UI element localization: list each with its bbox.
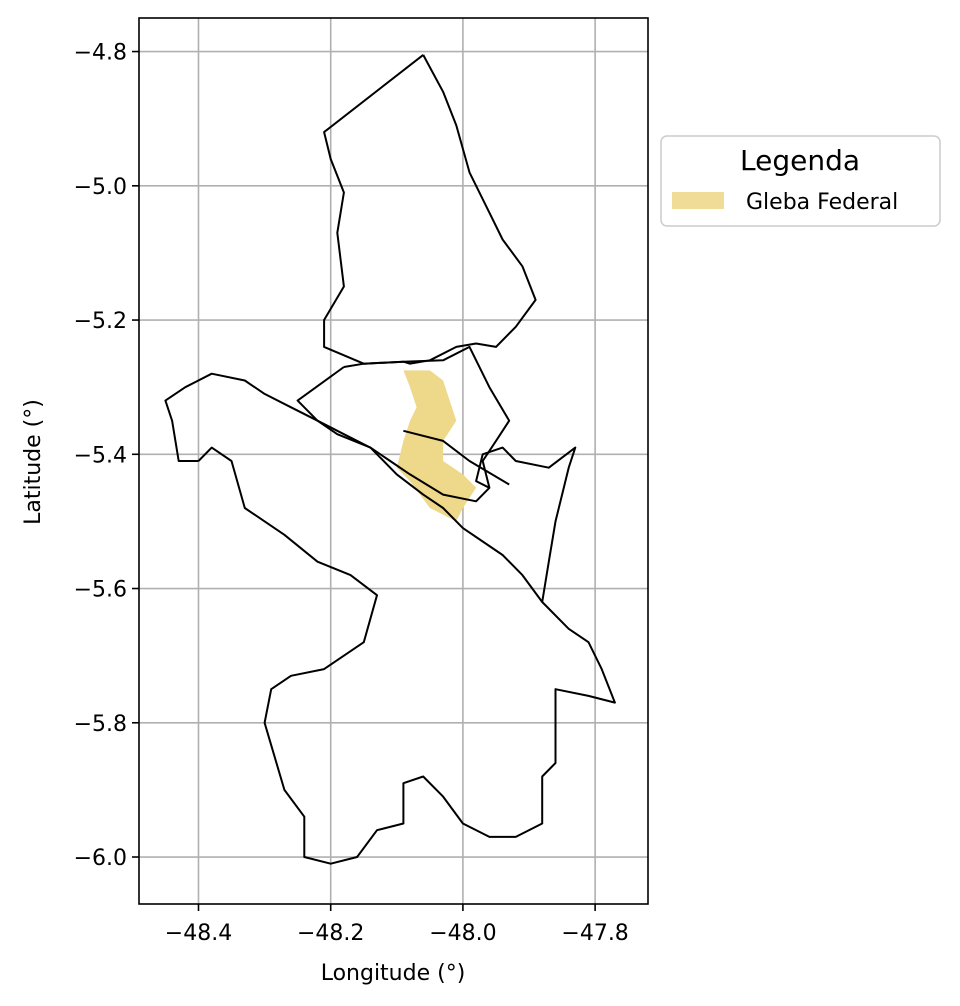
grid-lines [139, 18, 648, 904]
x-tick-label-0: −48.4 [165, 921, 232, 946]
gleba-federal-area [396, 370, 477, 522]
legend: Legenda Gleba Federal [660, 135, 941, 227]
municipality-boundaries [164, 54, 616, 865]
boundary-north [323, 54, 537, 365]
x-tick-label-2: −48.0 [429, 921, 496, 946]
y-tick-label-3: −5.4 [74, 443, 127, 468]
legend-label-gleba-federal: Gleba Federal [746, 190, 898, 215]
y-tick-label-2: −5.2 [74, 309, 127, 334]
legend-box [660, 135, 941, 227]
boundary-divider [403, 429, 510, 486]
boundary-west [164, 372, 616, 865]
boundary-east-lobe [475, 446, 577, 603]
axis-ticks: −48.4 −48.2 −48.0 −47.8 −4.8 −5.0 −5.2 −5.4 −5.6… [74, 41, 629, 946]
y-tick-label-1: −5.0 [74, 175, 127, 200]
plot-frame [138, 17, 649, 905]
y-axis-label: Latitude (°) [21, 399, 46, 525]
y-tick-label-6: −6.0 [74, 846, 127, 871]
legend-swatch-gleba-federal [672, 192, 724, 209]
x-tick-label-1: −48.2 [297, 921, 364, 946]
legend-title: Legenda [740, 144, 860, 177]
x-tick-label-3: −47.8 [561, 921, 628, 946]
x-axis-label: Longitude (°) [321, 961, 466, 986]
y-tick-label-0: −4.8 [74, 41, 127, 66]
gleba-federal-polygon [396, 370, 477, 522]
y-tick-label-4: −5.6 [74, 578, 127, 603]
y-tick-label-5: −5.8 [74, 712, 127, 737]
